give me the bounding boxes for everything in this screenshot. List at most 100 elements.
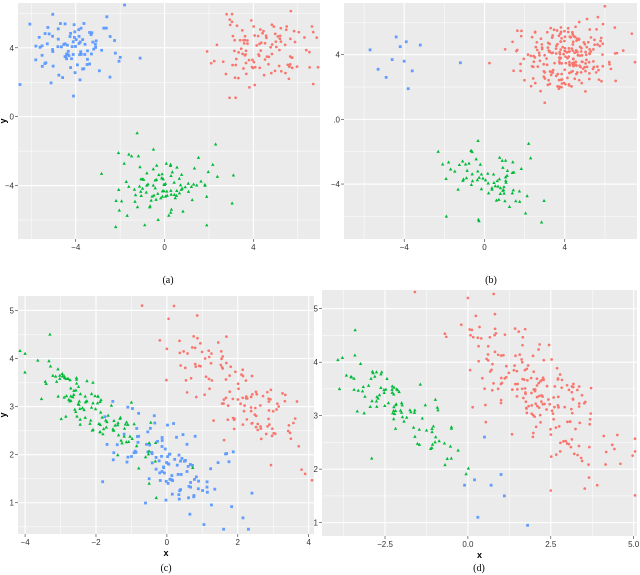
data-point — [153, 459, 158, 463]
data-point — [308, 66, 312, 69]
data-point — [430, 430, 434, 434]
data-point — [179, 364, 183, 367]
data-point — [75, 414, 79, 418]
data-point — [264, 36, 268, 40]
data-point — [126, 405, 130, 409]
data-point — [90, 428, 94, 432]
data-point — [274, 40, 278, 44]
data-point — [219, 350, 223, 353]
data-point — [410, 69, 414, 73]
data-point — [238, 38, 242, 42]
data-point — [165, 378, 168, 382]
data-point — [277, 64, 281, 68]
data-point — [205, 480, 209, 484]
data-point — [585, 65, 589, 69]
data-point — [532, 370, 536, 374]
data-point — [601, 42, 605, 46]
data-point — [283, 393, 287, 397]
data-point — [61, 76, 65, 79]
data-point — [431, 424, 436, 428]
data-point — [525, 411, 529, 415]
data-point — [613, 26, 617, 29]
data-point — [486, 171, 490, 175]
data-point — [122, 432, 126, 436]
data-point — [114, 225, 118, 229]
data-point — [94, 39, 98, 43]
data-point — [531, 77, 535, 80]
data-point — [619, 462, 622, 466]
points-layer — [18, 3, 320, 229]
data-point — [504, 180, 508, 184]
data-point — [193, 434, 197, 438]
data-point — [177, 176, 182, 180]
data-point — [568, 63, 571, 66]
data-point — [228, 23, 232, 27]
data-point — [518, 353, 522, 356]
data-point — [571, 43, 575, 46]
data-point — [286, 429, 290, 433]
data-point — [534, 45, 538, 49]
data-point — [490, 186, 494, 190]
data-point — [543, 77, 547, 80]
data-point — [456, 448, 460, 452]
data-point — [399, 410, 404, 414]
data-point — [470, 150, 474, 154]
data-point — [233, 76, 237, 80]
data-point — [559, 48, 563, 51]
data-point — [112, 451, 116, 455]
data-point — [132, 451, 136, 455]
data-point — [519, 62, 522, 66]
x-tick-label: 4 — [251, 243, 256, 252]
data-point — [532, 60, 536, 64]
chart-panel-2: −4 0 4 −4 .0 4 (b) — [331, 3, 637, 286]
data-point — [164, 479, 168, 483]
data-point — [492, 292, 496, 296]
data-point — [285, 25, 289, 28]
data-point — [559, 26, 563, 29]
data-point — [222, 402, 225, 405]
data-point — [571, 398, 575, 401]
data-point — [120, 441, 124, 445]
data-point — [175, 435, 178, 439]
data-point — [165, 347, 169, 351]
data-point — [567, 50, 571, 53]
data-point — [542, 62, 546, 66]
data-point — [570, 85, 573, 88]
data-point — [573, 35, 577, 39]
y-axis-label: y — [0, 118, 8, 123]
data-point — [259, 425, 262, 428]
data-point — [573, 51, 577, 55]
data-point — [130, 436, 134, 440]
data-point — [140, 304, 144, 307]
data-point — [559, 40, 563, 43]
data-point — [148, 426, 152, 430]
data-point — [178, 183, 183, 187]
data-point — [230, 12, 234, 16]
data-point — [555, 29, 559, 32]
data-point — [278, 37, 282, 41]
points-layer — [336, 290, 637, 527]
data-point — [535, 377, 539, 381]
data-point — [315, 36, 319, 39]
data-point — [601, 64, 605, 68]
data-point — [247, 527, 250, 531]
data-point — [470, 172, 474, 176]
data-point — [512, 69, 515, 73]
data-point — [259, 427, 263, 430]
data-point — [370, 399, 374, 403]
data-point — [262, 29, 265, 33]
data-point — [256, 422, 260, 426]
data-point — [554, 453, 558, 456]
data-point — [592, 60, 595, 63]
data-point — [408, 408, 412, 412]
data-point — [551, 51, 555, 55]
data-point — [220, 357, 223, 361]
data-point — [160, 436, 164, 439]
data-point — [264, 432, 268, 436]
data-point — [461, 177, 466, 181]
data-point — [595, 28, 598, 31]
data-point — [400, 403, 404, 407]
data-point — [237, 387, 240, 391]
data-point — [267, 409, 271, 412]
data-point — [563, 29, 566, 33]
